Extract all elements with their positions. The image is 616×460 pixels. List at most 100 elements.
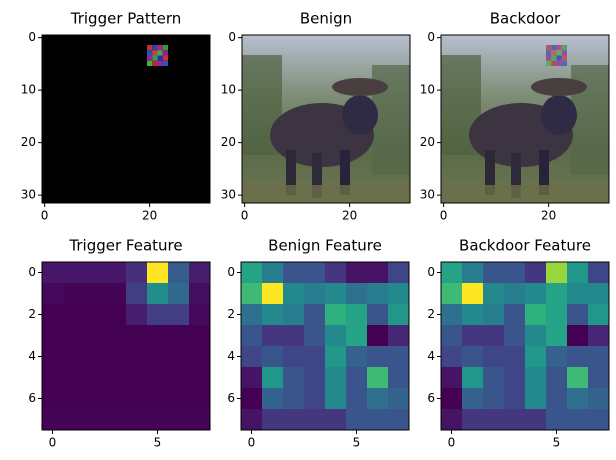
heatmap-cell	[483, 304, 504, 325]
heatmap-cell	[168, 262, 189, 283]
heatmap-cell	[525, 409, 546, 430]
heatmap-cell	[283, 367, 304, 388]
x-tick-label: 5	[553, 436, 561, 450]
y-tick-label: 6	[28, 391, 36, 405]
heatmap-cell	[105, 409, 126, 430]
y-tick-label: 10	[221, 83, 236, 97]
heatmap-cell	[262, 409, 283, 430]
heatmap-cell	[304, 409, 325, 430]
heatmap-cell	[525, 325, 546, 346]
heatmap-cell	[588, 346, 609, 367]
heatmap-cell	[168, 346, 189, 367]
heatmap-cell	[367, 409, 388, 430]
heatmap-cell	[325, 283, 346, 304]
heatmap-cell	[546, 367, 567, 388]
heatmap-cell	[84, 367, 105, 388]
heatmap-cell	[346, 304, 367, 325]
heatmap-cell	[84, 409, 105, 430]
heatmap-cell	[241, 325, 262, 346]
backdoor-patch	[546, 45, 567, 66]
heatmap-cell	[42, 388, 63, 409]
heatmap-cell	[441, 304, 462, 325]
heatmap-cell	[504, 262, 525, 283]
heatmap-cell	[63, 304, 84, 325]
heatmap-cell	[567, 283, 588, 304]
heatmap-cell	[388, 367, 409, 388]
subplot-title: Backdoor Feature	[459, 237, 591, 255]
heatmap-cell	[262, 346, 283, 367]
y-tick-label: 0	[227, 265, 235, 279]
heatmap-cell	[304, 346, 325, 367]
heatmap-cell	[63, 283, 84, 304]
heatmap-cell	[567, 346, 588, 367]
heatmap-cell	[63, 388, 84, 409]
heatmap-cell	[189, 388, 210, 409]
heatmap-cell	[441, 325, 462, 346]
y-tick-label: 0	[427, 30, 435, 44]
heatmap-cell	[168, 409, 189, 430]
heatmap-cell	[126, 346, 147, 367]
heatmap-cell	[588, 325, 609, 346]
x-tick-label: 0	[41, 209, 49, 223]
y-tick-label: 4	[427, 349, 435, 363]
heatmap-cell	[42, 262, 63, 283]
heatmap-cell	[168, 283, 189, 304]
heatmap-cell	[588, 367, 609, 388]
heatmap-cell	[367, 388, 388, 409]
heatmap-cell	[567, 325, 588, 346]
heatmap-cell	[346, 346, 367, 367]
heatmap-cell	[388, 346, 409, 367]
y-tick-label: 30	[21, 188, 36, 202]
heatmap-cell	[241, 283, 262, 304]
heatmap-cell	[346, 283, 367, 304]
trigger-image	[42, 35, 210, 203]
y-tick-label: 2	[227, 307, 235, 321]
heatmap-cell	[147, 304, 168, 325]
heatmap-cell	[462, 388, 483, 409]
heatmap-cell	[462, 346, 483, 367]
heatmap-cell	[567, 388, 588, 409]
heatmap-cell	[84, 283, 105, 304]
heatmap-cell	[105, 262, 126, 283]
heatmap-cell	[367, 283, 388, 304]
heatmap-cell	[483, 283, 504, 304]
y-tick-label: 2	[427, 307, 435, 321]
heatmap-cell	[304, 388, 325, 409]
heatmap-cell	[147, 346, 168, 367]
trigger-patch	[147, 45, 168, 66]
heatmap-cell	[105, 367, 126, 388]
heatmap-cell	[504, 325, 525, 346]
heatmap-cell	[283, 346, 304, 367]
y-tick-label: 20	[221, 135, 236, 149]
y-tick-label: 0	[228, 30, 236, 44]
heatmap-cell	[63, 346, 84, 367]
heatmap-cell	[241, 346, 262, 367]
heatmap-cell	[189, 283, 210, 304]
y-tick-label: 6	[427, 391, 435, 405]
x-tick-label: 5	[154, 436, 162, 450]
heatmap-cell	[546, 346, 567, 367]
heatmap-cell	[241, 409, 262, 430]
heatmap-cell	[262, 388, 283, 409]
heatmap-cell	[525, 304, 546, 325]
subplot-title: Trigger Feature	[68, 237, 182, 255]
heatmap-cell	[525, 283, 546, 304]
y-tick-label: 2	[28, 307, 36, 321]
heatmap-cell	[42, 325, 63, 346]
heatmap-cell	[462, 409, 483, 430]
subplot-title: Backdoor	[490, 10, 561, 28]
heatmap-cell	[283, 409, 304, 430]
heatmap-cell	[546, 388, 567, 409]
heatmap-cell	[325, 367, 346, 388]
heatmap-cell	[283, 325, 304, 346]
heatmap-cell	[525, 388, 546, 409]
heatmap-cell	[462, 367, 483, 388]
heatmap-cell	[283, 283, 304, 304]
heatmap-cell	[525, 346, 546, 367]
heatmap-cell	[262, 262, 283, 283]
heatmap-cell	[588, 409, 609, 430]
heatmap-cell	[262, 325, 283, 346]
heatmap-cell	[304, 304, 325, 325]
heatmap-cell	[283, 388, 304, 409]
heatmap-cell	[325, 346, 346, 367]
